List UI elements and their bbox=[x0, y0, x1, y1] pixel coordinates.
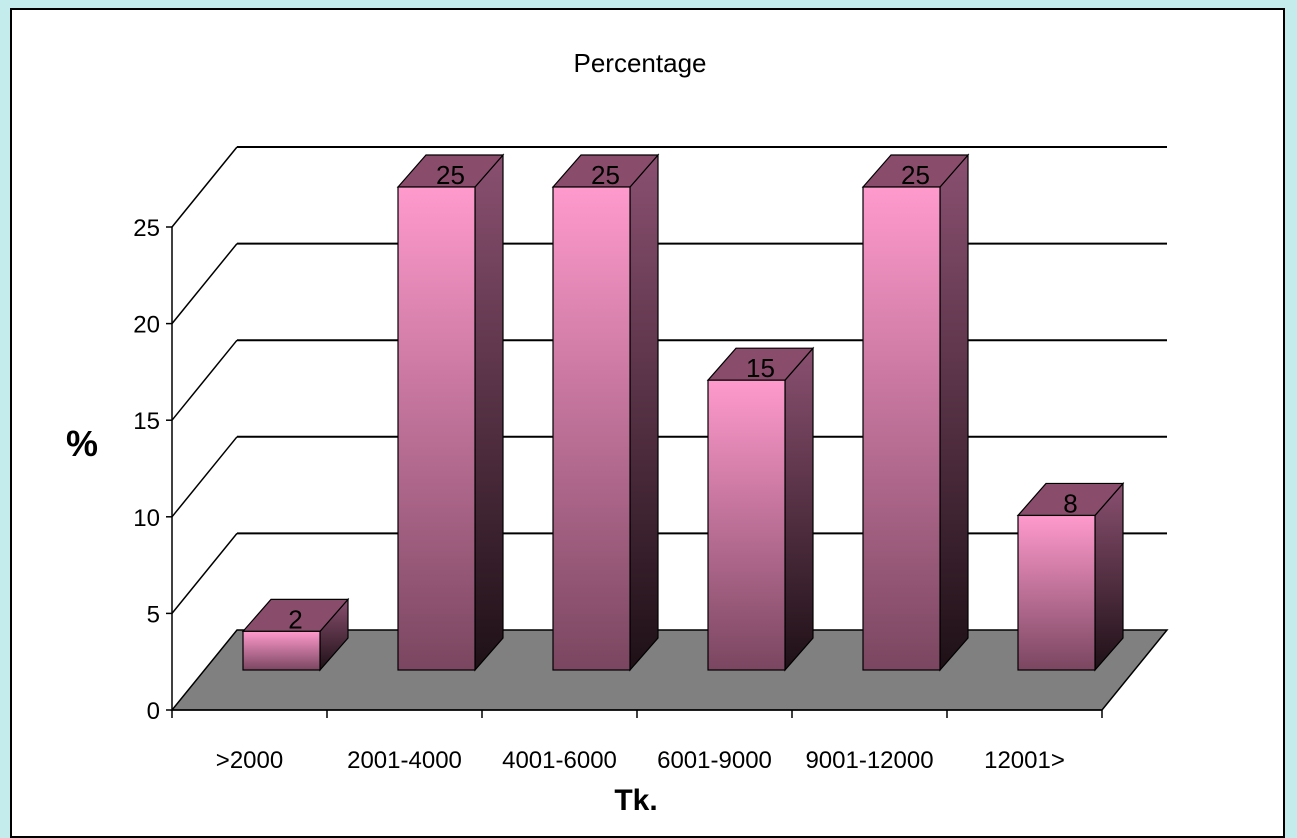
bar-side bbox=[784, 346, 814, 672]
bar bbox=[241, 597, 350, 672]
gridline-side bbox=[171, 436, 238, 518]
bar-side bbox=[939, 153, 969, 672]
x-tick-label: 9001-12000 bbox=[805, 747, 933, 774]
y-tick-label: 25 bbox=[133, 215, 160, 242]
data-label: 15 bbox=[746, 353, 775, 383]
bar-chart: Percentage % Tk. 0 5 10 15 20 25 >2000 2001-400… bbox=[66, 48, 1169, 817]
gridline-side bbox=[171, 532, 238, 614]
gridline-side bbox=[171, 339, 238, 421]
bar-side bbox=[474, 153, 504, 672]
bar-front bbox=[242, 630, 321, 671]
data-label: 8 bbox=[1063, 488, 1077, 518]
bar-front bbox=[552, 186, 631, 671]
y-axis-label: % bbox=[66, 423, 98, 464]
x-tick-label: 2001-4000 bbox=[347, 747, 462, 774]
x-tick-label: 12001> bbox=[984, 747, 1065, 774]
bar-front bbox=[1017, 514, 1096, 671]
x-axis-label: Tk. bbox=[614, 784, 657, 817]
y-tick-label: 15 bbox=[133, 408, 160, 435]
x-tick-label: >2000 bbox=[216, 747, 283, 774]
data-label: 2 bbox=[288, 604, 302, 634]
bar-side bbox=[629, 153, 659, 672]
bar bbox=[861, 153, 970, 672]
chart-title: Percentage bbox=[574, 48, 707, 78]
y-tick-label: 0 bbox=[147, 698, 160, 725]
y-tick-label: 20 bbox=[133, 312, 160, 339]
bar-front bbox=[707, 379, 786, 671]
bar bbox=[1016, 481, 1125, 672]
y-tick-label: 5 bbox=[147, 601, 160, 628]
y-tick-label: 10 bbox=[133, 505, 160, 532]
gridline-side bbox=[171, 146, 238, 228]
bar bbox=[706, 346, 815, 672]
gridline-side bbox=[171, 243, 238, 325]
bar-front bbox=[397, 186, 476, 671]
data-label: 25 bbox=[436, 160, 465, 190]
x-tick-label: 4001-6000 bbox=[502, 747, 617, 774]
bar-front bbox=[862, 186, 941, 671]
data-label: 25 bbox=[591, 160, 620, 190]
data-label: 25 bbox=[901, 160, 930, 190]
x-tick-label: 6001-9000 bbox=[657, 747, 772, 774]
bar bbox=[396, 153, 505, 672]
bar bbox=[551, 153, 660, 672]
